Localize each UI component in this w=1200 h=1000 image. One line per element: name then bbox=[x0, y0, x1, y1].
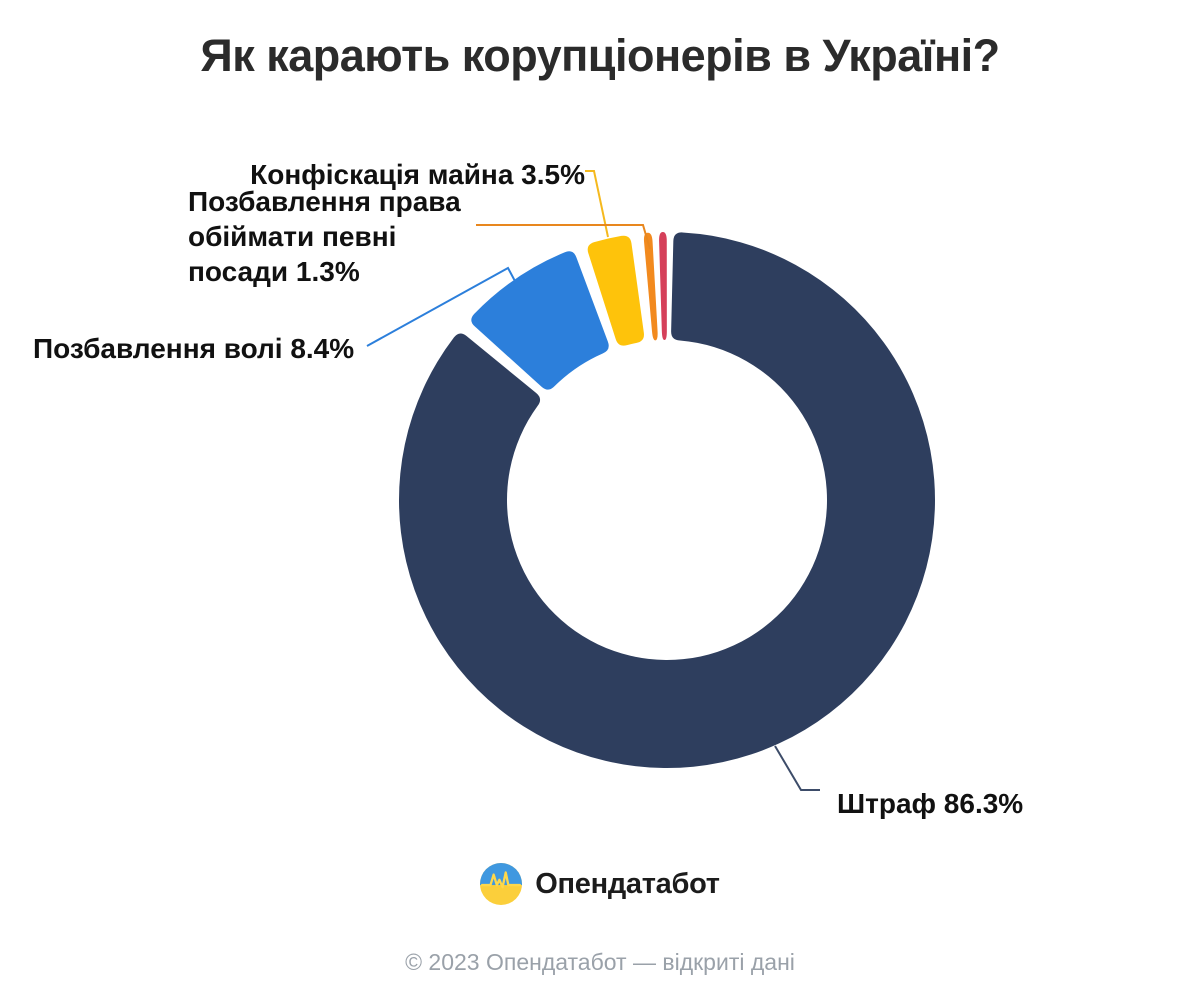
opendatabot-brand: Опендатабот bbox=[0, 863, 1200, 905]
label-pozbavlennya-prava: Позбавлення права обіймати певні посади … bbox=[188, 186, 461, 287]
logo-blue-half bbox=[480, 863, 523, 886]
donut-segment-other-4 bbox=[659, 232, 667, 341]
leader-line-konfiskatsiya bbox=[585, 170, 609, 238]
opendatabot-logo-text: Опендатабот bbox=[535, 867, 720, 900]
donut-segment-позбавлення bbox=[643, 232, 658, 341]
chart-title: Як карають корупціонерів в Україні? bbox=[200, 30, 1000, 81]
donut-segment-конфіскація bbox=[587, 235, 644, 346]
opendatabot-logo-icon bbox=[480, 863, 523, 905]
donut-segment-позбавлення bbox=[471, 251, 609, 390]
leader-line-shtraf bbox=[774, 745, 820, 791]
leader-line-pozbavlennya-voli bbox=[366, 266, 517, 347]
donut-segment-штраф bbox=[399, 232, 936, 768]
label-pozbavlennya-voli: Позбавлення волі 8.4% bbox=[33, 333, 355, 364]
label-shtraf: Штраф 86.3% bbox=[837, 788, 1024, 819]
label-konfiskatsiya-mayna: Конфіскація майна 3.5% bbox=[250, 159, 585, 190]
copyright-text: © 2023 Опендатабот — відкриті дані bbox=[405, 949, 795, 975]
leader-line-pozbavlennya-prava bbox=[476, 224, 651, 250]
logo-pulse-line bbox=[481, 871, 522, 889]
